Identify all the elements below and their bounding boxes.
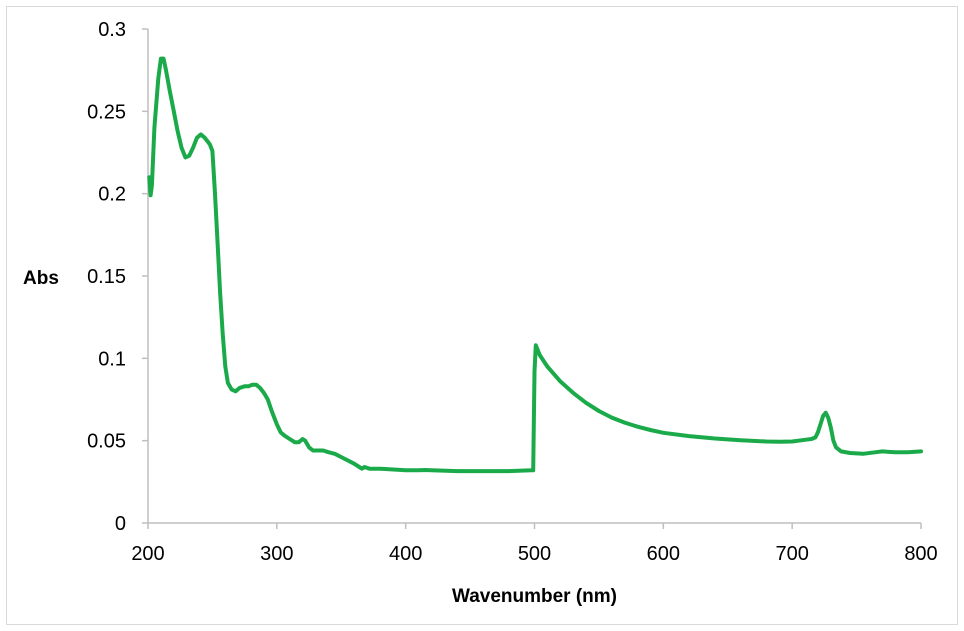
y-ticks: 0 0.05 0.1 0.15 0.2 0.25 0.3 xyxy=(87,19,148,535)
x-ticks: 200 300 400 500 600 700 800 xyxy=(131,523,938,565)
x-tick-label: 200 xyxy=(131,543,164,565)
absorbance-chart: 200 300 400 500 600 700 800 0 0.05 0.1 0.15 0.2 0.2… xyxy=(23,19,938,607)
absorbance-series-line xyxy=(147,56,923,474)
x-tick-label: 400 xyxy=(389,543,422,565)
x-tick-label: 600 xyxy=(647,543,680,565)
y-tick-label: 0.1 xyxy=(98,348,126,370)
x-tick-label: 700 xyxy=(775,543,808,565)
series-layer xyxy=(147,56,923,474)
x-axis-title: Wavenumber (nm) xyxy=(452,586,617,607)
y-tick-label: 0.3 xyxy=(98,19,126,41)
y-tick-label: 0.15 xyxy=(87,266,126,288)
y-axis-title: Abs xyxy=(23,268,59,289)
x-tick-label: 300 xyxy=(260,543,293,565)
chart-area: 200 300 400 500 600 700 800 0 0.05 0.1 0.15 0.2 0.2… xyxy=(6,6,958,625)
y-tick-label: 0.25 xyxy=(87,101,126,123)
y-tick-label: 0.2 xyxy=(98,184,126,206)
x-tick-label: 500 xyxy=(518,543,551,565)
x-tick-label: 800 xyxy=(904,543,937,565)
y-tick-label: 0.05 xyxy=(87,431,126,453)
y-tick-label: 0 xyxy=(115,513,126,535)
